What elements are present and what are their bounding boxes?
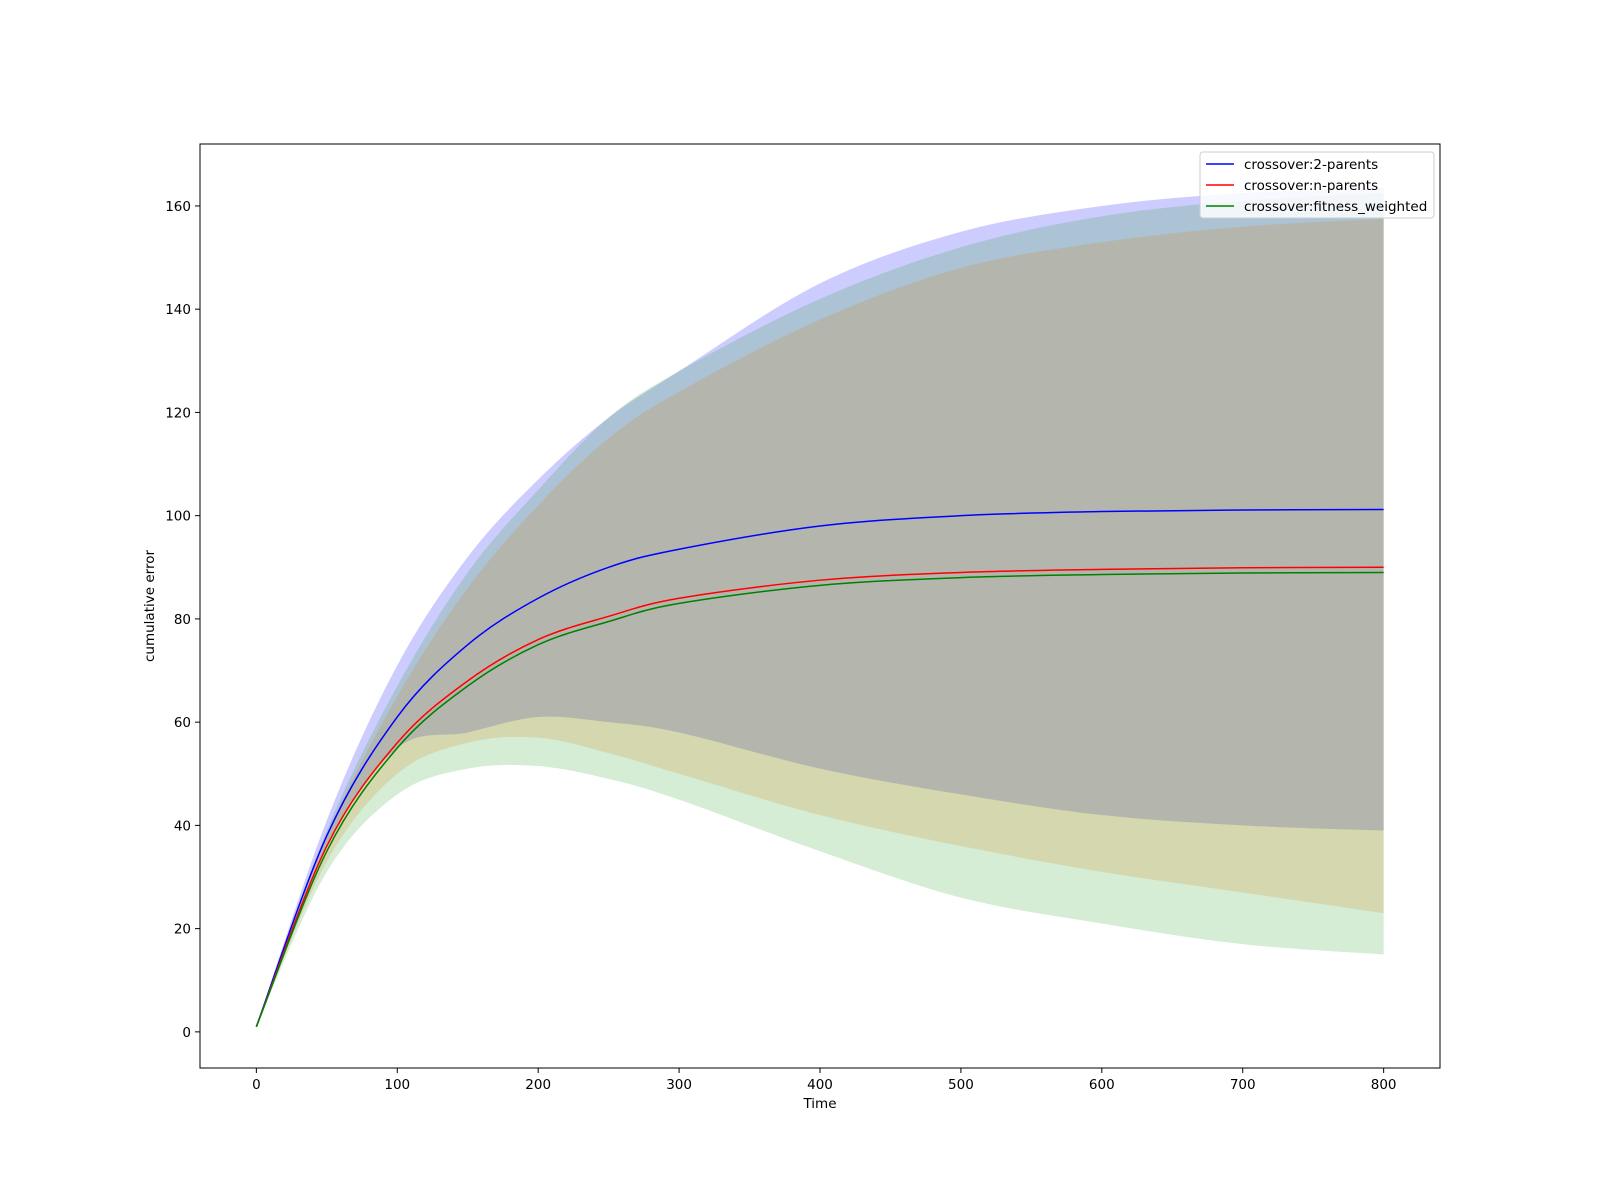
x-tick-label: 200 [525,1077,551,1093]
x-tick-label: 700 [1230,1077,1256,1093]
y-tick-label: 140 [165,302,191,318]
x-tick-label: 300 [666,1077,692,1093]
legend: crossover:2-parents crossover:n-parents cr… [1199,151,1435,219]
error-band-1 [256,218,1384,1027]
x-tick-label: 100 [384,1077,410,1093]
y-tick-label: 20 [174,922,191,938]
x-axis-label: Time [802,1096,836,1112]
y-tick-label: 100 [165,509,191,525]
y-tick-label: 0 [182,1025,191,1041]
x-tick-label: 0 [252,1077,261,1093]
error-band-0 [256,187,1384,1027]
y-tick-label: 40 [174,818,191,834]
y-tick-label: 120 [165,405,191,421]
x-axis: 0 100 200 300 400 500 600 700 800 [252,1068,1397,1093]
legend-entry-0: crossover:2-parents [1244,157,1378,173]
y-axis-label: cumulative error [142,550,158,662]
y-tick-label: 160 [165,199,191,215]
x-tick-label: 400 [807,1077,833,1093]
y-axis: 0 20 40 60 80 100 120 140 160 [165,199,200,1041]
y-tick-label: 80 [174,612,191,628]
y-tick-label: 60 [174,715,191,731]
legend-entry-2: crossover:fitness_weighted [1244,199,1427,215]
error-band-2 [256,193,1384,1027]
x-tick-label: 500 [948,1077,974,1093]
x-tick-label: 800 [1371,1077,1397,1093]
x-tick-label: 600 [1089,1077,1115,1093]
error-bands [256,187,1384,1027]
series-line-2 [255,571,1384,1027]
legend-entry-1: crossover:n-parents [1244,178,1378,194]
legend-box [1199,151,1435,219]
series-line-1 [255,566,1384,1027]
series-lines [255,508,1384,1027]
series-line-0 [255,508,1384,1027]
